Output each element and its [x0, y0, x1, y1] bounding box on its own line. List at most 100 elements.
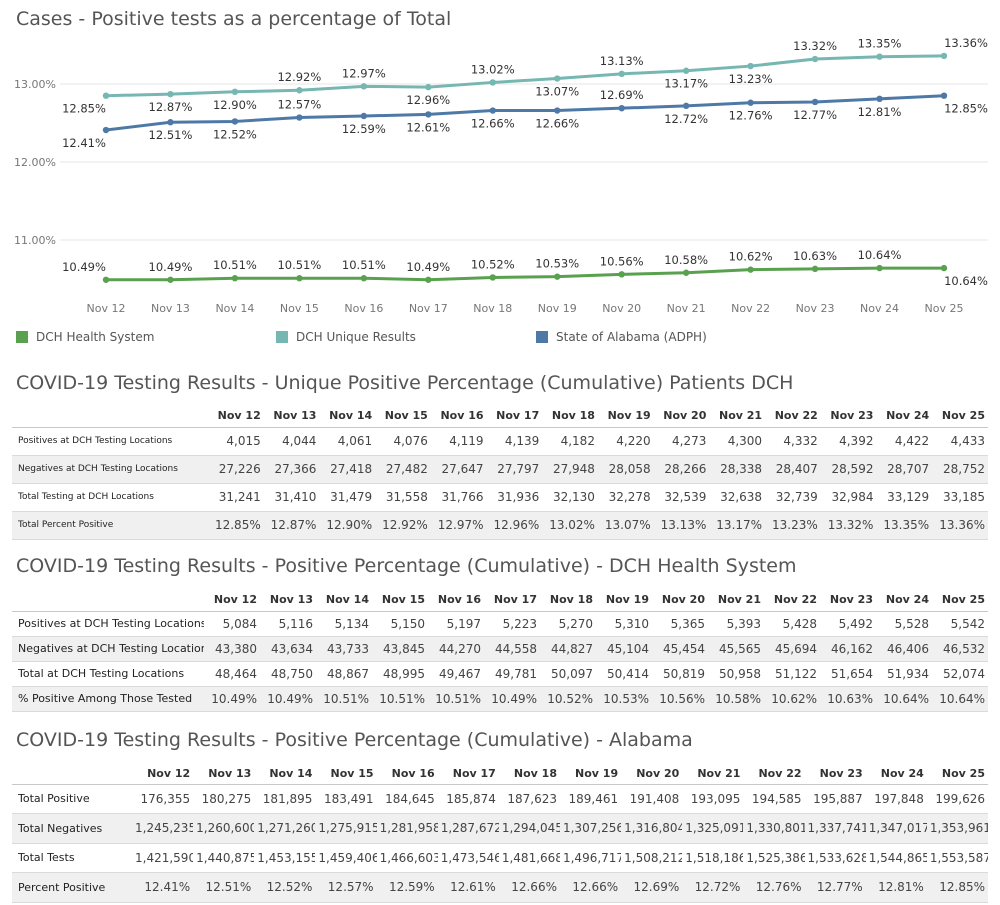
x-tick-label: Nov 15	[280, 302, 319, 315]
table-cell: 50,414	[596, 661, 652, 687]
data-point	[425, 276, 432, 283]
column-header: Nov 21	[682, 764, 744, 785]
x-tick-label: Nov 17	[409, 302, 448, 315]
table-cell: 28,592	[820, 455, 877, 484]
table-cell: 12.85%	[926, 872, 988, 903]
table-cell: 4,392	[820, 427, 877, 456]
column-header: Nov 12	[204, 589, 260, 612]
table-cell: 176,355	[132, 784, 194, 814]
data-label: 12.57%	[277, 98, 321, 112]
legend-item-dch-unique-results[interactable]: DCH Unique Results	[276, 330, 416, 344]
table-cell: 45,565	[708, 636, 764, 662]
table-cell: 1,533,628	[804, 843, 866, 873]
table-cell: 10.49%	[484, 686, 540, 712]
data-point	[618, 104, 625, 112]
table-cell: 10.62%	[764, 686, 820, 712]
table-cell: 27,418	[319, 455, 376, 484]
data-point	[554, 273, 561, 280]
table-cell: 12.57%	[315, 872, 377, 903]
data-label: 12.41%	[62, 136, 106, 150]
data-label: 13.07%	[535, 85, 579, 99]
table-cell: 194,585	[743, 784, 805, 814]
table-cell: 1,337,741	[804, 813, 866, 844]
row-label: Total Percent Positive	[12, 511, 209, 540]
table-cell: 199,626	[926, 784, 988, 814]
table-cell: 10.64%	[932, 686, 988, 712]
table-row: Percent Positive 12.41% 12.51% 12.52% 12.57%…	[12, 872, 988, 903]
table-cell: 31,479	[319, 483, 376, 512]
table-unique-dch: Nov 12 Nov 13 Nov 14 Nov 15 Nov 16 Nov 17 Nov …	[12, 405, 988, 540]
data-point	[876, 53, 883, 60]
x-tick-label: Nov 20	[602, 302, 641, 315]
table-cell: 32,278	[597, 483, 654, 512]
x-tick-label: Nov 13	[151, 302, 190, 315]
data-label: 12.92%	[277, 70, 321, 84]
table-cell: 1,260,600	[193, 813, 255, 844]
data-point	[940, 52, 948, 60]
table-cell: 4,182	[542, 427, 598, 456]
x-tick-label: Nov 22	[731, 302, 770, 315]
table-cell: 180,275	[193, 784, 255, 814]
table-cell: 1,287,672	[437, 813, 499, 844]
row-label: Positives at DCH Testing Locations	[12, 611, 204, 637]
table-cell: 10.51%	[372, 686, 428, 712]
table-cell: 4,332	[765, 427, 821, 456]
table-cell: 1,544,865	[865, 843, 927, 873]
table-title-alabama: COVID-19 Testing Results - Positive Perc…	[16, 729, 693, 751]
table-cell: 13.35%	[876, 511, 933, 540]
chart-title: Cases - Positive tests as a percentage o…	[16, 8, 452, 30]
data-label: 10.52%	[471, 257, 515, 271]
column-header: Nov 25	[932, 405, 988, 428]
table-cell: 13.23%	[765, 511, 821, 540]
table-cell: 27,948	[542, 455, 598, 484]
x-tick-label: Nov 14	[215, 302, 254, 315]
table-cell: 31,766	[430, 483, 487, 512]
series-line-0	[106, 266, 944, 282]
data-point	[167, 276, 174, 283]
row-label: Positives at DCH Testing Locations	[12, 427, 209, 456]
table-cell: 13.36%	[932, 511, 988, 540]
column-header: Nov 21	[708, 589, 764, 612]
table-cell: 12.59%	[376, 872, 438, 903]
row-label: % Positive Among Those Tested	[12, 686, 204, 712]
legend-item-dch-health-system[interactable]: DCH Health System	[16, 330, 154, 344]
data-point	[102, 126, 110, 134]
x-tick-label: Nov 21	[667, 302, 706, 315]
column-header: Nov 23	[804, 764, 866, 785]
table-row: Total Testing at DCH Locations 31,241 31,4…	[12, 483, 988, 512]
data-point	[425, 83, 432, 91]
column-header: Nov 14	[319, 405, 376, 428]
table-cell: 4,139	[486, 427, 543, 456]
column-header: Nov 14	[316, 589, 372, 612]
table-cell: 46,532	[932, 636, 988, 662]
series-line-2	[105, 94, 945, 132]
table-cell: 43,845	[372, 636, 428, 662]
table-cell: 51,934	[876, 661, 932, 687]
table-cell: 12.69%	[621, 872, 683, 903]
row-label: Total Positive	[12, 784, 132, 814]
legend-item-state-of-alabama[interactable]: State of Alabama (ADPH)	[536, 330, 707, 344]
table-cell: 12.92%	[375, 511, 431, 540]
table-cell: 1,481,668	[498, 843, 560, 873]
table-title-unique-dch: COVID-19 Testing Results - Unique Positi…	[16, 372, 794, 394]
column-header: Nov 12	[132, 764, 194, 785]
table-cell: 1,508,212	[621, 843, 683, 873]
table-cell: 33,185	[932, 483, 988, 512]
table-cell: 12.97%	[430, 511, 487, 540]
data-label: 13.35%	[858, 37, 902, 51]
table-cell: 27,647	[430, 455, 487, 484]
data-label: 10.51%	[342, 258, 386, 272]
table-cell: 31,936	[486, 483, 543, 512]
table-cell: 5,116	[260, 611, 316, 637]
table-cell: 48,464	[204, 661, 260, 687]
table-cell: 28,266	[653, 455, 710, 484]
table-cell: 48,750	[260, 661, 316, 687]
table-cell: 12.76%	[743, 872, 805, 903]
data-point	[296, 275, 303, 282]
table-cell: 52,074	[932, 661, 988, 687]
data-point	[747, 266, 754, 273]
corner-cell	[12, 589, 204, 612]
table-cell: 10.63%	[820, 686, 876, 712]
legend-swatch-green	[16, 331, 28, 343]
table-cell: 12.66%	[559, 872, 622, 903]
